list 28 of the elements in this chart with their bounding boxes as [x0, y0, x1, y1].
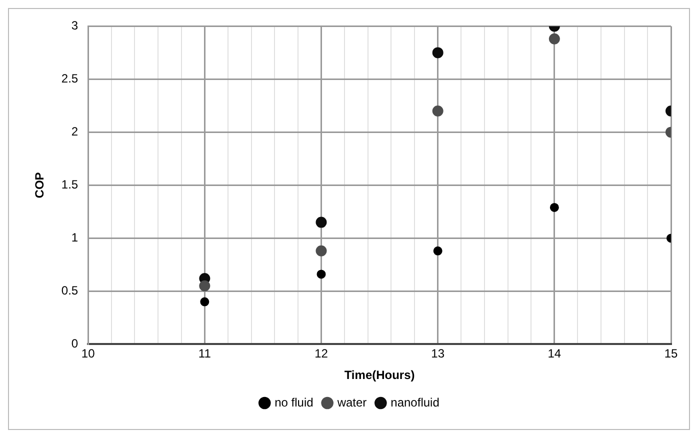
legend-label: water: [336, 395, 367, 410]
y-tick-label: 2.5: [61, 72, 78, 86]
point: [548, 33, 560, 44]
x-tick-label: 11: [198, 346, 212, 361]
point: [433, 246, 442, 256]
y-tick-label: 0.5: [61, 284, 78, 298]
legend-label: no fluid: [274, 395, 314, 410]
point: [316, 270, 326, 279]
y-tick-label: 2: [71, 124, 78, 139]
x-tick-label: 15: [664, 346, 678, 361]
point: [200, 297, 210, 306]
point: [432, 106, 444, 116]
y-tick-label: 3: [71, 18, 78, 33]
y-tick-label: 1.5: [61, 178, 78, 192]
x-axis-title: Time(Hours): [344, 368, 415, 382]
legend-label: nanofluid: [390, 395, 440, 410]
point: [432, 47, 444, 58]
x-tick-label: 13: [431, 346, 445, 361]
x-tick-label: 12: [314, 346, 328, 361]
y-axis-title: COP: [32, 172, 47, 198]
y-tick-label: 0: [71, 336, 78, 351]
point: [316, 216, 327, 228]
point: [316, 245, 327, 256]
y-tick-label: 1: [71, 230, 78, 245]
point: [199, 280, 210, 292]
point: [550, 202, 559, 212]
x-tick-label: 14: [548, 346, 562, 361]
x-tick-label: 10: [81, 346, 96, 361]
